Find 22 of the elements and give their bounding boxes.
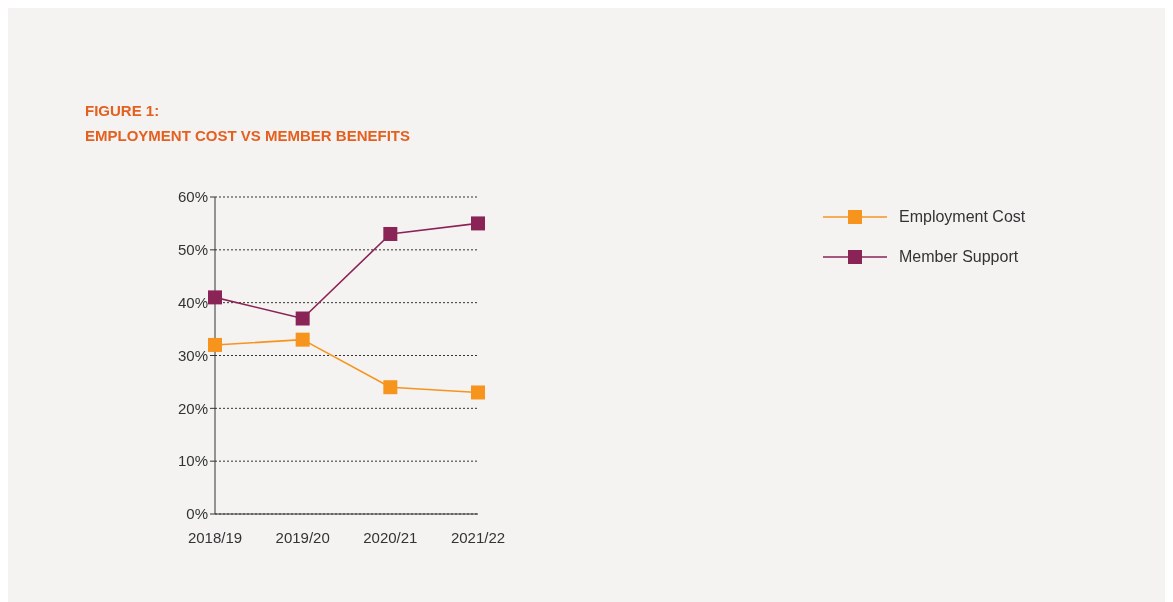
- point: [471, 385, 485, 400]
- legend-label: Member Support: [899, 248, 1019, 266]
- point: [208, 337, 222, 352]
- y-tick-label: 10%: [177, 452, 208, 470]
- x-tick-label: 2021/22: [450, 528, 506, 546]
- chart-title: FIGURE 1: EMPLOYMENT COST VS MEMBER BENEFITS: [85, 101, 411, 146]
- point: [471, 216, 485, 231]
- point: [295, 332, 310, 347]
- y-tick-label: 50%: [177, 241, 208, 259]
- x-tick-label: 2020/21: [363, 528, 418, 546]
- point: [295, 311, 310, 326]
- point: [208, 290, 222, 305]
- y-tick-label: 0%: [186, 505, 208, 523]
- x-tick-label: 2018/19: [187, 528, 243, 546]
- point: [383, 380, 398, 395]
- y-tick-label: 30%: [177, 346, 208, 364]
- y-tick-label: 20%: [177, 399, 208, 417]
- x-tick-label: 2019/20: [275, 528, 330, 546]
- y-tick-label: 40%: [177, 293, 208, 311]
- legend-label: Employment Cost: [899, 208, 1026, 226]
- y-tick-label: 60%: [177, 188, 208, 206]
- point: [383, 226, 398, 241]
